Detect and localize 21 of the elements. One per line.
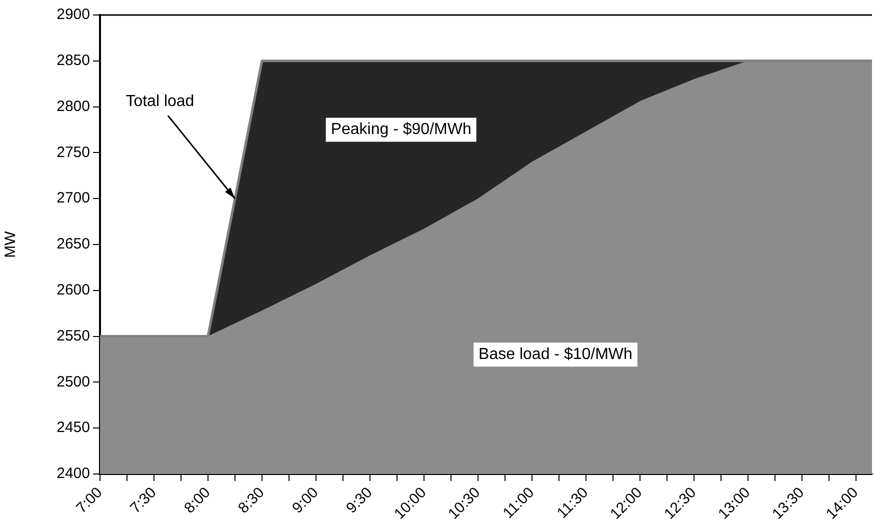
y-tick-label: 2450 [56, 419, 90, 436]
y-tick-label: 2750 [56, 144, 90, 161]
y-tick-label: 2500 [56, 373, 90, 390]
y-tick-label: 2800 [56, 98, 90, 115]
y-tick-label: 2550 [56, 327, 90, 344]
x-tick-label: 7:30 [127, 484, 160, 517]
y-tick-label: 2600 [56, 282, 90, 299]
series-label: Base load - $10/MWh [478, 346, 632, 364]
y-tick-label: 2400 [56, 465, 90, 482]
x-tick-label: 8:30 [235, 484, 268, 517]
x-tick-label: 8:00 [181, 484, 214, 517]
y-tick-label: 2700 [56, 190, 90, 207]
x-tick-label: 9:30 [343, 484, 376, 517]
x-tick-label: 9:00 [289, 484, 322, 517]
y-tick-label: 2850 [56, 52, 90, 70]
y-tick-label: 2900 [56, 6, 90, 24]
y-axis-title: MW [2, 230, 20, 258]
annotation: Total load [126, 93, 194, 110]
y-tick-label: 2650 [56, 236, 90, 253]
series-label: Peaking - $90/MWh [330, 121, 472, 138]
x-tick-label: 7:00 [73, 484, 106, 517]
